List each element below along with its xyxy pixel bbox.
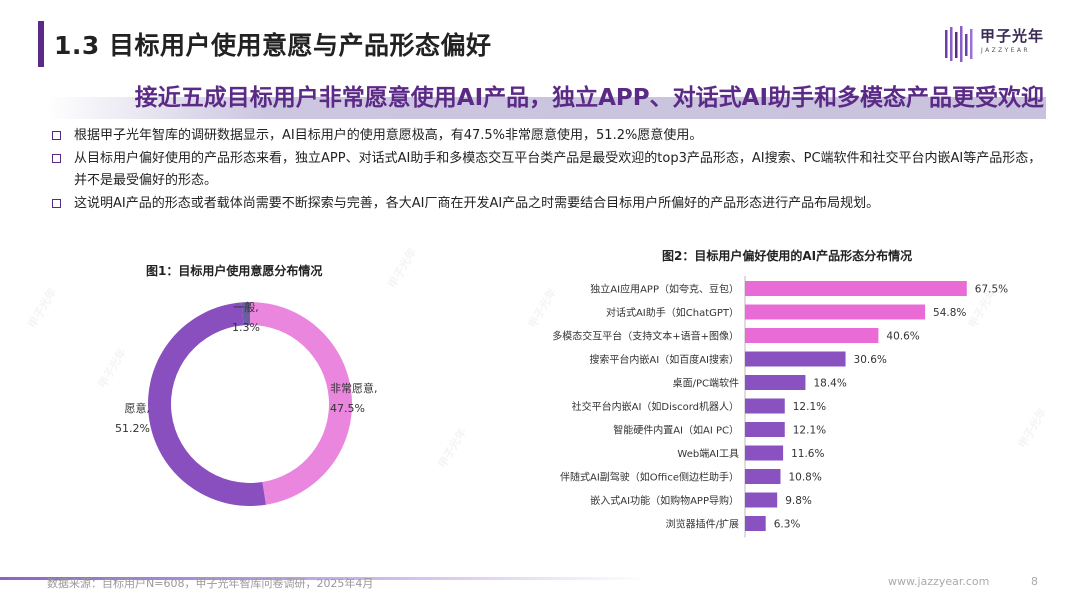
bar [745, 492, 778, 508]
bar-value-label: 40.6% [886, 331, 919, 343]
bullet-list: 根据甲子光年智库的调研数据显示，AI目标用户的使用意愿极高，有47.5%非常愿意… [50, 125, 1050, 216]
bar-value-label: 67.5% [975, 284, 1008, 296]
brand-logo: 甲子光年 JAZZYEAR [944, 24, 1064, 64]
bullet-text: 根据甲子光年智库的调研数据显示，AI目标用户的使用意愿极高，有47.5%非常愿意… [74, 128, 703, 143]
bullet-square-icon [52, 199, 61, 208]
bar [745, 516, 766, 531]
bar-value-label: 12.1% [793, 425, 826, 437]
bar-value-label: 9.8% [785, 495, 812, 507]
bar [745, 398, 785, 414]
bar-category-label: 多模态交互平台（支持文本+语音+图像） [552, 330, 739, 343]
donut-value-label: 47.5% [330, 402, 365, 415]
donut-value-label: 1.3% [232, 321, 260, 334]
donut-label: 非常愿意, [330, 381, 378, 395]
bar [745, 375, 806, 390]
bar-value-label: 30.6% [854, 354, 887, 366]
bullet-item: 从目标用户偏好使用的产品形态来看，独立APP、对话式AI助手和多模态交互平台类产… [50, 148, 1054, 192]
footer-rule [0, 577, 1080, 580]
bar-category-label: 对话式AI助手（如ChatGPT） [606, 306, 739, 319]
donut-slice [250, 302, 353, 505]
donut-label: 一般, [233, 301, 259, 314]
bar-category-label: 伴随式AI副驾驶（如Office侧边栏助手） [560, 471, 739, 484]
donut-label: 愿意, [125, 401, 151, 415]
bar-value-label: 11.6% [791, 448, 824, 460]
bar-category-label: 独立AI应用APP（如夸克、豆包） [590, 283, 739, 296]
bar-category-label: 嵌入式AI功能（如购物APP导购） [590, 494, 739, 507]
logo-mark-icon [945, 26, 973, 62]
donut-chart: 非常愿意, 47.5% 愿意, 51.2% 一般, 1.3% [115, 301, 378, 506]
bar-value-label: 10.8% [788, 472, 821, 484]
donut-slice [241, 302, 250, 326]
bar [745, 328, 879, 343]
bar-category-label: 浏览器插件/扩展 [666, 518, 739, 531]
bullet-text: 这说明AI产品的形态或者载体尚需要不断探索与完善，各大AI厂商在开发AI产品之时… [74, 196, 880, 211]
bar-category-label: 桌面/PC端软件 [673, 377, 739, 390]
bar-value-label: 18.4% [813, 378, 846, 390]
bar-value-label: 12.1% [793, 401, 826, 413]
donut-chart-title: 图1：目标用户使用意愿分布情况 [146, 264, 323, 278]
bar-value-label: 6.3% [774, 519, 801, 531]
bullet-text: 从目标用户偏好使用的产品形态来看，独立APP、对话式AI助手和多模态交互平台类产… [74, 151, 1042, 188]
bar [745, 281, 967, 296]
headline-band [46, 97, 1046, 119]
page-number: 8 [1031, 575, 1038, 588]
bar [745, 304, 926, 320]
footer-source: 数据来源：目标用户N=608，甲子光年智库问卷调研，2025年4月 [47, 577, 374, 590]
bullet-square-icon [52, 131, 61, 140]
bar [745, 351, 846, 367]
donut-value-label: 51.2% [115, 422, 150, 435]
logo-text: 甲子光年 [980, 27, 1045, 45]
logo-subtext: JAZZYEAR [981, 47, 1030, 54]
headline: 接近五成目标用户非常愿意使用AI产品，独立APP、对话式AI助手和多模态产品更受… [134, 85, 1044, 111]
bullet-item: 根据甲子光年智库的调研数据显示，AI目标用户的使用意愿极高，有47.5%非常愿意… [50, 125, 1050, 147]
bar-category-label: 搜索平台内嵌AI（如百度AI搜索） [589, 353, 739, 366]
bar-chart: 独立AI应用APP（如夸克、豆包） 67.5% 对话式AI助手（如ChatGPT） 5… [552, 276, 1008, 538]
footer-url[interactable]: www.jazzyear.com [888, 575, 990, 588]
bar [745, 445, 784, 461]
page-title: 1.3 目标用户使用意愿与产品形态偏好 [54, 31, 492, 60]
bullet-item: 这说明AI产品的形态或者载体尚需要不断探索与完善，各大AI厂商在开发AI产品之时… [50, 193, 1050, 215]
bar [745, 422, 785, 437]
bar-value-label: 54.8% [933, 307, 966, 319]
bar-category-label: 智能硬件内置AI（如AI PC） [613, 424, 739, 437]
bar-chart-title: 图2：目标用户偏好使用的AI产品形态分布情况 [662, 249, 913, 263]
bar-category-label: 社交平台内嵌AI（如Discord机器人） [572, 400, 739, 413]
bar [745, 469, 781, 484]
bullet-square-icon [52, 154, 61, 163]
title-accent-bar [38, 21, 44, 67]
donut-slice [148, 302, 266, 506]
bar-category-label: Web端AI工具 [677, 447, 739, 460]
